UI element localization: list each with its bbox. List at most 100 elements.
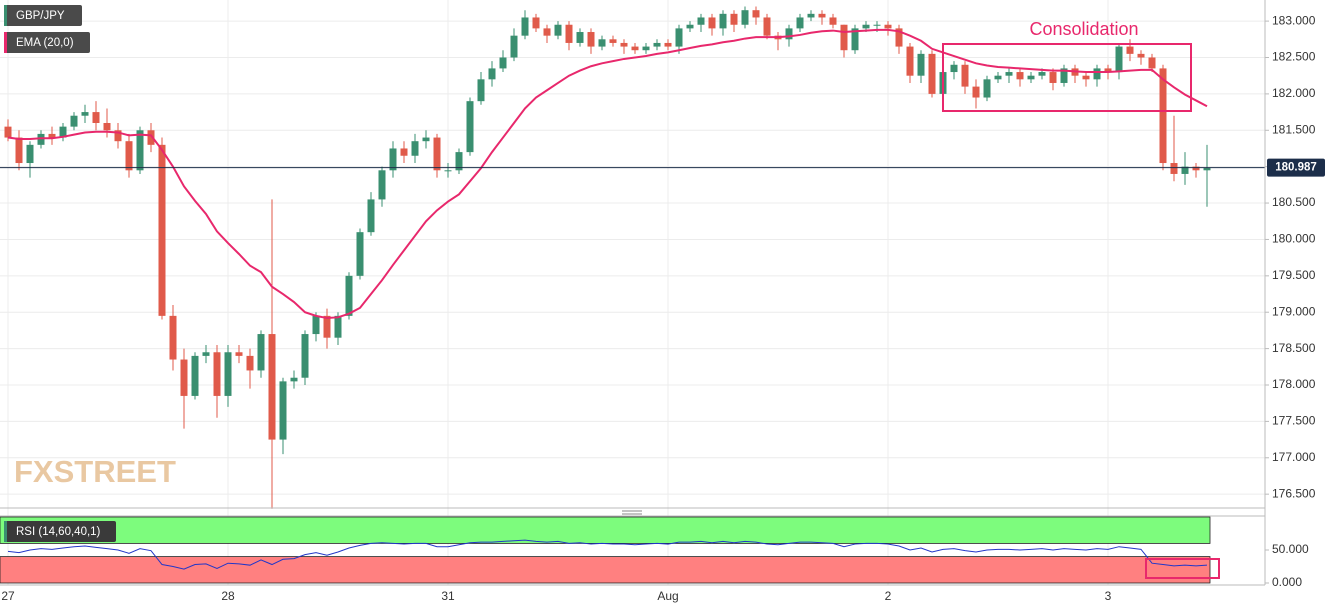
legend-swatch xyxy=(4,32,7,53)
candle-body xyxy=(653,42,661,47)
candle-body xyxy=(268,334,276,440)
candle-body xyxy=(675,28,683,47)
last-price-tag xyxy=(1267,158,1325,177)
candle-body xyxy=(884,24,892,29)
candle-body xyxy=(609,39,617,43)
candle-body xyxy=(213,352,221,396)
candle-body xyxy=(48,133,56,138)
candle-body xyxy=(686,24,694,29)
candle-body xyxy=(664,42,672,47)
candle-body xyxy=(510,35,518,58)
legend-label: EMA (20,0) xyxy=(16,37,74,49)
candle-body xyxy=(334,315,342,338)
last-price-label: 180.987 xyxy=(1275,162,1317,174)
y-tick-label: 178.500 xyxy=(1272,341,1316,355)
candle-body xyxy=(697,17,705,25)
candle-body xyxy=(455,152,463,171)
legend-box[interactable] xyxy=(4,32,90,53)
candle-body xyxy=(367,199,375,233)
candle-body xyxy=(961,64,969,87)
candle-body xyxy=(1203,167,1211,171)
candle-body xyxy=(114,130,122,142)
x-tick-label: Aug xyxy=(657,589,678,603)
legend-swatch xyxy=(4,521,7,542)
candle-body xyxy=(1038,72,1046,76)
candle-body xyxy=(631,46,639,51)
candle-body xyxy=(1093,68,1101,80)
legend-box[interactable] xyxy=(4,521,116,542)
candle-body xyxy=(4,126,12,138)
candle-body xyxy=(70,115,78,127)
candle-body xyxy=(1005,72,1013,76)
candle-body xyxy=(125,141,133,171)
candle-body xyxy=(620,42,628,47)
candle-body xyxy=(356,232,364,276)
candle-body xyxy=(400,148,408,156)
x-tick-label: 28 xyxy=(221,589,235,603)
x-tick-label: 3 xyxy=(1105,589,1112,603)
candle-body xyxy=(180,359,188,396)
plot-area xyxy=(0,0,1269,585)
watermark: FXSTREET xyxy=(14,454,176,489)
candle-body xyxy=(873,24,881,26)
candle-body xyxy=(1126,46,1134,54)
y-tick-label: 179.000 xyxy=(1272,304,1316,318)
y-tick-label: 182.000 xyxy=(1272,86,1316,100)
candle-body xyxy=(598,39,606,47)
candle-body xyxy=(136,130,144,171)
candle-body xyxy=(169,315,177,360)
candle-body xyxy=(378,170,386,200)
candle-body xyxy=(1148,57,1156,69)
candle-body xyxy=(1082,75,1090,80)
candle-body xyxy=(323,315,331,338)
candle-body xyxy=(15,137,23,164)
candle-body xyxy=(1027,75,1035,80)
candle-body xyxy=(279,381,287,440)
annotation-box xyxy=(942,43,1192,112)
candle-body xyxy=(81,112,89,116)
candle-body xyxy=(488,68,496,80)
candle-body xyxy=(224,352,232,396)
legend-label: RSI (14,60,40,1) xyxy=(16,526,101,538)
candle-body xyxy=(1192,166,1200,171)
candle-body xyxy=(642,46,650,51)
candle-body xyxy=(1137,53,1145,58)
x-tick-label: 27 xyxy=(1,589,15,603)
y-tick-label: 181.500 xyxy=(1272,122,1316,136)
candle-body xyxy=(37,133,45,145)
candle-body xyxy=(26,144,34,164)
candle-body xyxy=(103,122,111,131)
legend-box[interactable] xyxy=(4,5,82,26)
rsi-band xyxy=(0,556,1211,584)
annotation: Consolidation xyxy=(1029,19,1138,39)
candle-body xyxy=(972,86,980,98)
legend-label: GBP/JPY xyxy=(16,10,65,22)
candle-body xyxy=(807,13,815,18)
candle-body xyxy=(895,28,903,47)
candle-body xyxy=(906,46,914,76)
candle-body xyxy=(752,10,760,18)
candle-body xyxy=(708,17,716,29)
y-tick-label: 179.500 xyxy=(1272,268,1316,282)
candle-body xyxy=(59,126,67,138)
candle-body xyxy=(191,355,199,396)
candle-body xyxy=(411,141,419,156)
candle-body xyxy=(1181,166,1189,174)
candle-body xyxy=(1016,72,1024,80)
candle-body xyxy=(345,275,353,316)
legend-swatch xyxy=(4,5,7,26)
y-tick-label: 182.500 xyxy=(1272,50,1316,64)
candle-body xyxy=(389,148,397,171)
candle-body xyxy=(1170,163,1178,174)
candle-body xyxy=(1060,68,1068,83)
candle-body xyxy=(587,32,595,47)
legend: GBP/JPY EMA (20,0) RSI (14,60,40,1) xyxy=(4,5,116,542)
candle-body xyxy=(158,144,166,316)
candle-body xyxy=(477,79,485,102)
candle-body xyxy=(290,377,298,382)
candle-body xyxy=(576,32,584,43)
candle-body xyxy=(202,352,210,356)
resize-handle[interactable] xyxy=(622,510,642,515)
y-tick-label: 50.000 xyxy=(1272,542,1309,556)
rsi-band xyxy=(0,516,1211,544)
